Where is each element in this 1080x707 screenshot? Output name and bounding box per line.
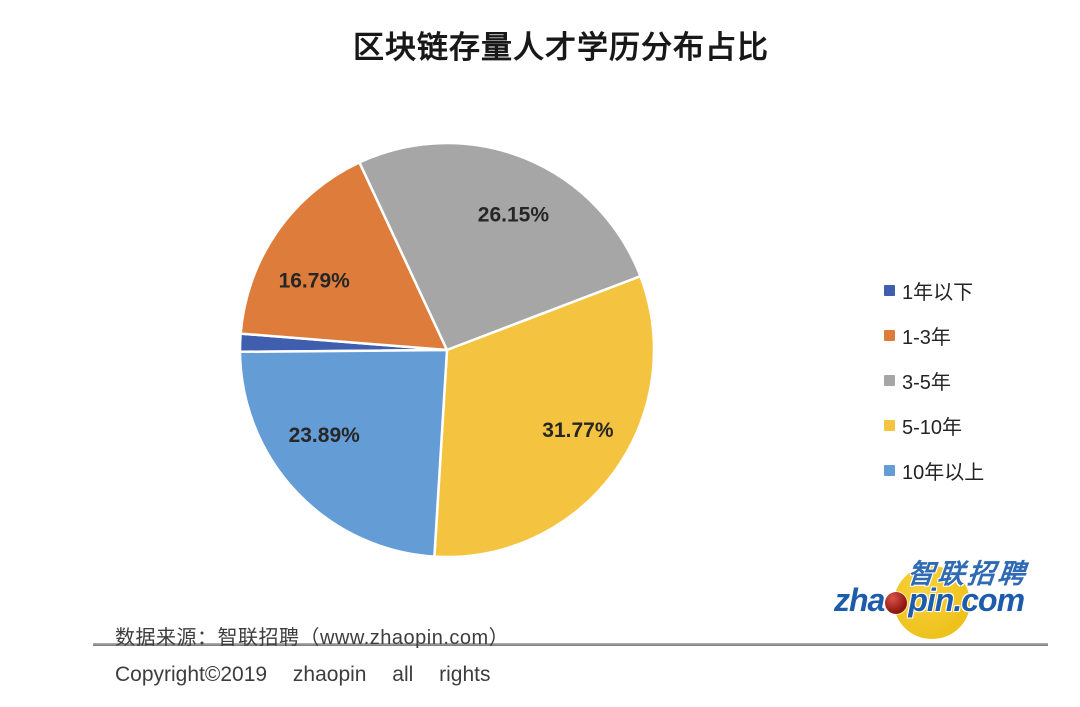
pie-label-3-5年: 26.15% [478,204,550,227]
source-note: 数据来源：智联招聘（www.zhaopin.com） [115,627,510,649]
legend-label: 5-10年 [902,416,963,439]
legend-label: 3-5年 [902,371,951,394]
pie-chart: 1.40%16.79%26.15%31.77%23.89% [238,141,656,559]
legend: 1年以下 1-3年 3-5年 5-10年 10年以上 [884,279,984,504]
legend-swatch-icon [884,329,895,341]
divider-line [93,643,1048,646]
legend-item-5-10年: 5-10年 [884,414,984,439]
logo-brand-en-prefix: zha [834,582,885,618]
legend-item-1年以下: 1年以下 [884,279,984,304]
pie-labels-group: 1.40%16.79%26.15%31.77%23.89% [279,204,614,447]
copyright-text: Copyright©2019 zhaopin all rights [115,663,491,686]
legend-swatch-icon [884,374,895,386]
legend-label: 10年以上 [902,461,985,484]
logo-red-dot-icon [885,591,908,614]
pie-slice-10年以上 [238,348,449,558]
legend-label: 1年以下 [902,281,974,304]
legend-label: 1-3年 [902,326,951,349]
legend-swatch-icon [884,464,895,476]
pie-slice-1-3年 [239,161,449,352]
logo-brand-en: zha pin.com [834,582,1025,619]
pie-label-10年以上: 23.89% [289,424,361,447]
pie-label-1-3年: 16.79% [279,269,351,292]
legend-item-10年以上: 10年以上 [884,459,984,484]
legend-item-3-5年: 3-5年 [884,369,984,394]
legend-swatch-icon [884,419,895,431]
legend-swatch-icon [884,284,895,296]
logo-brand-en-suffix: pin.com [908,582,1025,618]
legend-item-1-3年: 1-3年 [884,324,984,349]
pie-slice-3-5年 [358,141,642,352]
pie-slice-5-10年 [433,274,656,559]
pie-slices-group [238,141,656,559]
zhaopin-logo: 智联招聘 zha pin.com [830,548,1060,643]
pie-label-5-10年: 31.77% [542,419,614,442]
page-title: 区块链存量人才学历分布占比 [353,30,769,65]
